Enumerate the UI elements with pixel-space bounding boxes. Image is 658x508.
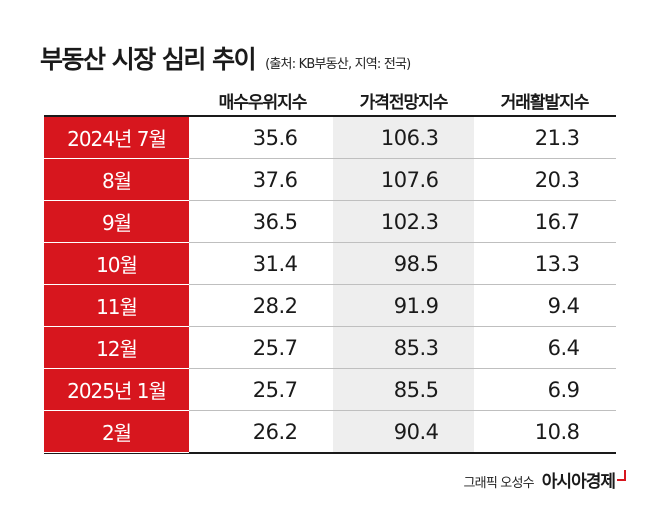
- row-label: 2024년 7월: [44, 117, 189, 159]
- table-cell: 25.7: [192, 327, 333, 368]
- table-cell: 85.5: [333, 369, 474, 410]
- cell-value: 26.2: [252, 419, 298, 444]
- cell-value: 107.6: [380, 167, 439, 192]
- table-cell: 16.7: [474, 201, 615, 242]
- row-label: 8월: [44, 159, 189, 201]
- table-cell: 31.4: [192, 243, 333, 284]
- table-cell: 9.4: [474, 285, 615, 326]
- table-body: 2024년 7월 35.6 106.3 21.3 8월 37.6 107.6 20.3 9월 36…: [44, 117, 616, 454]
- table-row: 12월 25.7 85.3 6.4: [44, 327, 616, 369]
- table-row: 2월 26.2 90.4 10.8: [44, 411, 616, 454]
- row-label: 11월: [44, 285, 189, 327]
- title-row: 부동산 시장 심리 추이 (출처: KB부동산, 지역: 전국): [40, 40, 411, 80]
- row-label: 12월: [44, 327, 189, 369]
- cell-value: 13.3: [534, 251, 580, 276]
- graphic-credit: 그래픽 오성수: [463, 476, 535, 491]
- cell-value: 28.2: [252, 293, 298, 318]
- cell-value: 6.9: [547, 377, 580, 402]
- table-cell: 37.6: [192, 159, 333, 200]
- cell-value: 9.4: [547, 293, 580, 318]
- row-label: 9월: [44, 201, 189, 243]
- table-cell: 26.2: [192, 411, 333, 452]
- table-row: 10월 31.4 98.5 13.3: [44, 243, 616, 285]
- cell-value: 85.3: [393, 335, 439, 360]
- table-cell: 98.5: [333, 243, 474, 284]
- table-cell: 35.6: [192, 117, 333, 158]
- table-cell: 91.9: [333, 285, 474, 326]
- cell-value: 20.3: [534, 167, 580, 192]
- table-cell: 10.8: [474, 411, 615, 452]
- table-cell: 6.4: [474, 327, 615, 368]
- cell-value: 106.3: [380, 125, 439, 150]
- cell-value: 102.3: [380, 209, 439, 234]
- source-note: (출처: KB부동산, 지역: 전국): [265, 57, 411, 72]
- header-rule: [44, 115, 616, 117]
- credit: 그래픽 오성수 아시아경제: [463, 467, 626, 492]
- table-cell: 20.3: [474, 159, 615, 200]
- publisher-brand: 아시아경제: [541, 472, 616, 492]
- cell-value: 90.4: [393, 419, 439, 444]
- table-row: 8월 37.6 107.6 20.3: [44, 159, 616, 201]
- table-row: 9월 36.5 102.3 16.7: [44, 201, 616, 243]
- table-cell: 36.5: [192, 201, 333, 242]
- table-cell: 25.7: [192, 369, 333, 410]
- data-table: 매수우위지수 가격전망지수 거래활발지수 2024년 7월 35.6 106.3 21…: [44, 85, 616, 454]
- table-cell: 6.9: [474, 369, 615, 410]
- table-row: 2025년 1월 25.7 85.5 6.9: [44, 369, 616, 411]
- row-label: 10월: [44, 243, 189, 285]
- brand-mark-icon: [617, 470, 626, 481]
- row-label: 2025년 1월: [44, 369, 189, 411]
- cell-value: 10.8: [534, 419, 580, 444]
- chart-title: 부동산 시장 심리 추이: [40, 45, 257, 74]
- table-cell: 13.3: [474, 243, 615, 284]
- cell-value: 25.7: [252, 377, 298, 402]
- column-header: 가격전망지수: [359, 92, 449, 113]
- cell-value: 36.5: [252, 209, 298, 234]
- table-cell: 106.3: [333, 117, 474, 158]
- cell-value: 85.5: [393, 377, 439, 402]
- table-cell: 85.3: [333, 327, 474, 368]
- table-cell: 28.2: [192, 285, 333, 326]
- cell-value: 16.7: [534, 209, 580, 234]
- table-cell: 102.3: [333, 201, 474, 242]
- cell-value: 91.9: [393, 293, 439, 318]
- cell-value: 35.6: [252, 125, 298, 150]
- column-header: 매수우위지수: [218, 92, 308, 113]
- cell-value: 25.7: [252, 335, 298, 360]
- table-cell: 107.6: [333, 159, 474, 200]
- row-label: 2월: [44, 411, 189, 453]
- cell-value: 98.5: [393, 251, 439, 276]
- cell-value: 6.4: [547, 335, 580, 360]
- table-row: 11월 28.2 91.9 9.4: [44, 285, 616, 327]
- cell-value: 21.3: [534, 125, 580, 150]
- table-header: 매수우위지수 가격전망지수 거래활발지수: [44, 85, 616, 115]
- table-row: 2024년 7월 35.6 106.3 21.3: [44, 117, 616, 159]
- cell-value: 31.4: [252, 251, 298, 276]
- table-cell: 21.3: [474, 117, 615, 158]
- cell-value: 37.6: [252, 167, 298, 192]
- table-cell: 90.4: [333, 411, 474, 452]
- column-header: 거래활발지수: [500, 92, 590, 113]
